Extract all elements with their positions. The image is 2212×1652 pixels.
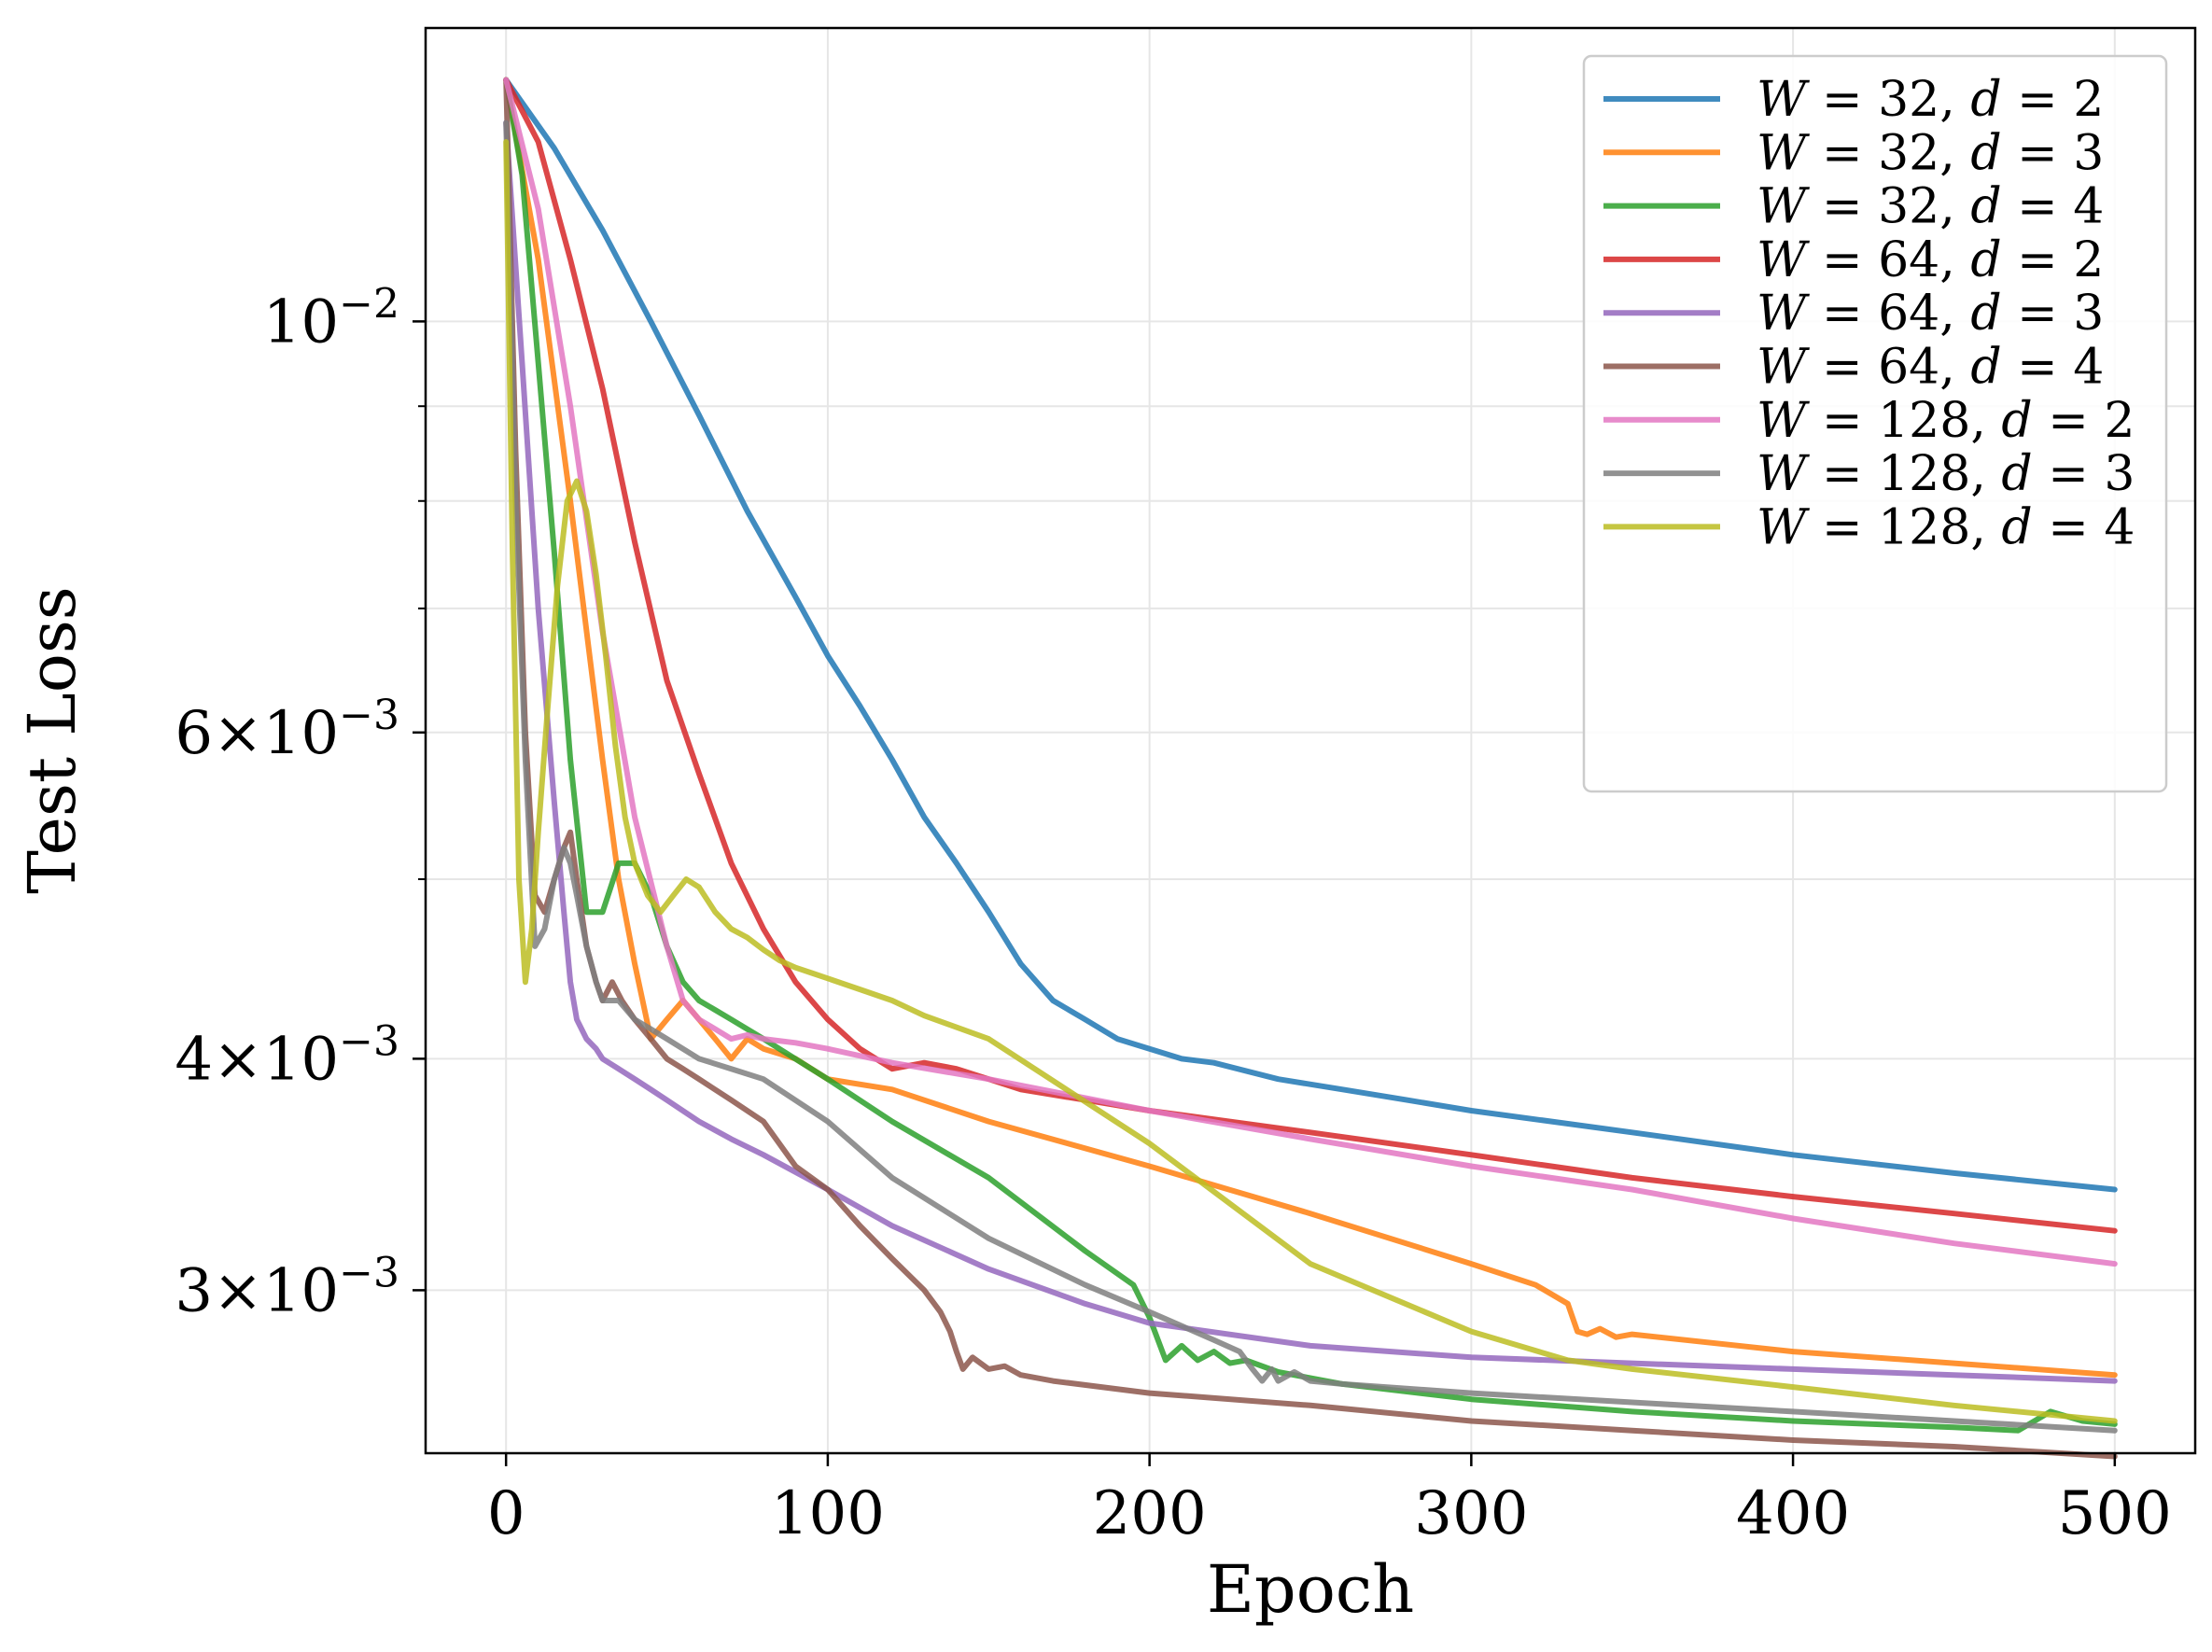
legend-w-symbol: W (1757, 232, 1810, 288)
legend-w-value: = 64, (1806, 286, 1970, 342)
y-tick-base-ten: 10 (263, 287, 339, 357)
y-tick-label: 10−2 (263, 280, 399, 357)
legend-d-value: = 3 (2033, 446, 2135, 502)
legend-d-symbol: d (2001, 393, 2032, 449)
y-tick-label: 3×10−3 (175, 1249, 399, 1325)
legend-d-value: = 2 (2002, 72, 2105, 128)
y-tick-base-ten: 10 (263, 1025, 339, 1094)
y-tick-label: 6×10−3 (175, 692, 399, 768)
legend-d-value: = 2 (2002, 232, 2105, 288)
x-tick-label: 100 (771, 1479, 885, 1548)
legend-d-symbol: d (1970, 232, 2001, 288)
legend-w-symbol: W (1757, 286, 1810, 342)
legend-d-symbol: d (2001, 499, 2032, 555)
y-tick-exponent: −2 (339, 280, 399, 328)
legend-d-value: = 2 (2033, 393, 2135, 449)
y-axis-label: Test Loss (14, 586, 91, 893)
legend-w-value: = 64, (1806, 340, 1970, 396)
legend-w-value: = 128, (1806, 446, 2001, 502)
legend-w-value: = 32, (1806, 179, 1970, 235)
legend-entry: W = 32, d = 4 (1757, 179, 2104, 235)
x-tick-label: 200 (1093, 1479, 1207, 1548)
legend-d-symbol: d (1970, 340, 2001, 396)
legend-entry: W = 128, d = 3 (1757, 446, 2135, 502)
legend-w-symbol: W (1757, 340, 1810, 396)
y-tick-base-ten: 10 (263, 699, 339, 768)
legend-d-symbol: d (1970, 72, 2001, 128)
y-tick-label: 4×10−3 (175, 1017, 399, 1094)
legend: W = 32, d = 2W = 32, d = 3W = 32, d = 4W… (1582, 54, 2168, 793)
legend-box (1582, 54, 2168, 793)
legend-w-symbol: W (1757, 499, 1810, 555)
legend-w-value: = 128, (1806, 499, 2001, 555)
legend-entry: W = 128, d = 2 (1757, 393, 2135, 449)
legend-w-value: = 64, (1806, 232, 1970, 288)
legend-entry: W = 64, d = 4 (1757, 340, 2104, 396)
legend-d-symbol: d (1970, 179, 2001, 235)
series-line-6 (503, 77, 2118, 1460)
legend-entry: W = 64, d = 2 (1757, 232, 2104, 288)
legend-d-value: = 3 (2002, 286, 2105, 342)
legend-w-value: = 32, (1806, 125, 1970, 181)
legend-w-symbol: W (1757, 72, 1810, 128)
x-axis: 0 100 200 300 400 500 (487, 1453, 2172, 1548)
y-tick-exponent: −3 (339, 692, 399, 739)
y-tick-times: × (213, 1256, 263, 1325)
x-tick-label: 0 (487, 1479, 525, 1548)
y-tick-times: × (213, 699, 263, 768)
series-line-5 (503, 119, 2118, 1384)
x-tick-label: 500 (2058, 1479, 2172, 1548)
x-axis-label: Epoch (1207, 1551, 1414, 1628)
legend-d-symbol: d (1970, 125, 2001, 181)
y-tick-mantissa: 3 (175, 1256, 213, 1325)
legend-entry: W = 128, d = 4 (1757, 499, 2135, 555)
legend-entry: W = 32, d = 2 (1757, 72, 2104, 128)
series-line-9 (503, 139, 2118, 1424)
legend-w-value: = 32, (1806, 72, 1970, 128)
legend-entry: W = 64, d = 3 (1757, 286, 2104, 342)
legend-d-symbol: d (2001, 446, 2032, 502)
legend-d-symbol: d (1970, 286, 2001, 342)
y-tick-mantissa: 6 (175, 699, 213, 768)
legend-w-value: = 128, (1806, 393, 2001, 449)
x-tick-label: 300 (1414, 1479, 1528, 1548)
legend-w-symbol: W (1757, 393, 1810, 449)
legend-d-value: = 4 (2002, 179, 2105, 235)
legend-w-symbol: W (1757, 446, 1810, 502)
series-group (503, 77, 2118, 1460)
legend-d-value: = 4 (2033, 499, 2135, 555)
legend-w-symbol: W (1757, 179, 1810, 235)
plot-frame (424, 26, 2197, 1455)
y-axis: 3×10−34×10−36×10−310−2 (175, 280, 426, 1325)
series-line-1 (503, 77, 2118, 1193)
y-tick-base-ten: 10 (263, 1256, 339, 1325)
legend-entry: W = 32, d = 3 (1757, 125, 2104, 181)
x-tick-label: 400 (1736, 1479, 1850, 1548)
series-line-7 (503, 77, 2118, 1267)
y-tick-mantissa: 4 (175, 1025, 213, 1094)
series-line-3 (503, 77, 2118, 1434)
legend-d-value: = 4 (2002, 340, 2105, 396)
y-tick-times: × (213, 1025, 263, 1094)
legend-w-symbol: W (1757, 125, 1810, 181)
series-line-8 (503, 119, 2118, 1434)
y-tick-exponent: −3 (339, 1017, 399, 1065)
y-tick-exponent: −3 (339, 1249, 399, 1296)
legend-d-value: = 3 (2002, 125, 2105, 181)
